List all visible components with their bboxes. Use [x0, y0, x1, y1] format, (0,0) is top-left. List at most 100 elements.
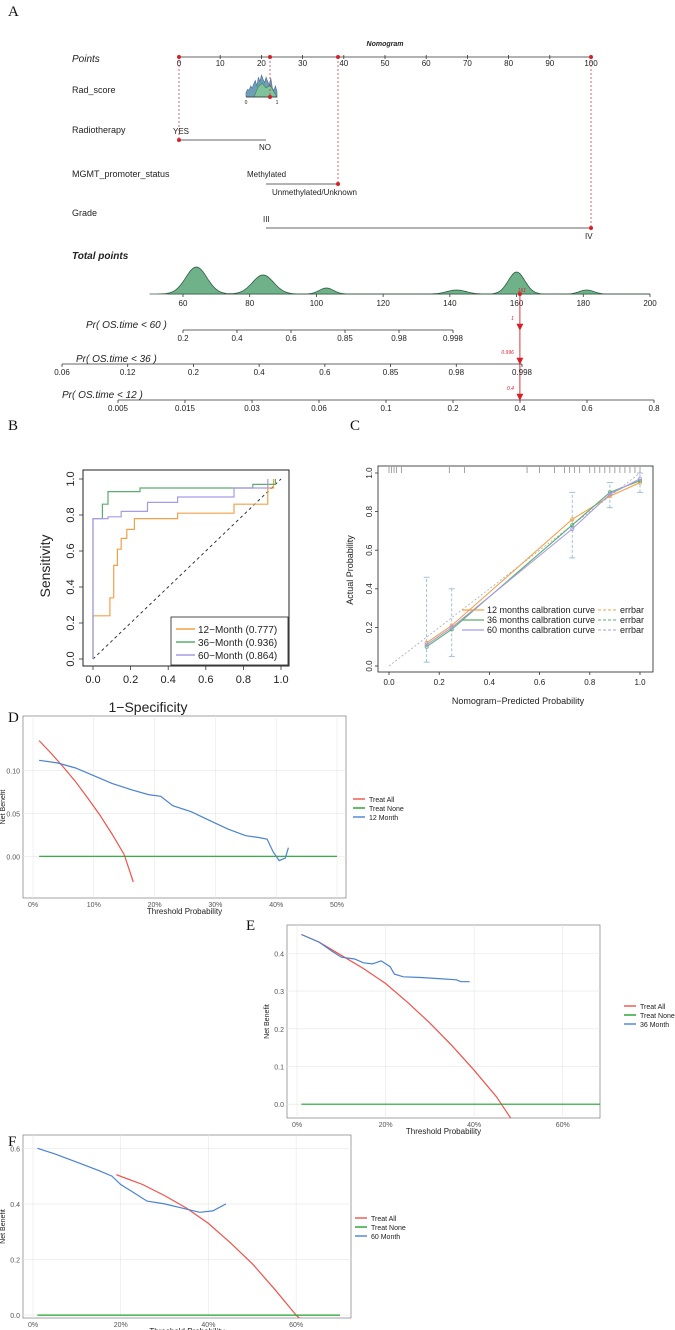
prob-tick-label: 0.85 [383, 368, 399, 377]
panel-label-b: B [8, 418, 19, 434]
calibration-legend-label: 12 months calbration curve [487, 605, 595, 615]
roc-x-tick-label: 1.0 [273, 674, 288, 686]
dca-curve [38, 740, 134, 883]
calibration-y-tick-label: 1.0 [365, 467, 374, 479]
grade-level-iv: IV [585, 232, 593, 241]
total-tick-label: 80 [245, 299, 254, 308]
projection-dot [589, 55, 593, 59]
dca-legend-label: Treat None [369, 806, 404, 813]
total-points-density [149, 266, 650, 295]
rad-score-density [253, 82, 278, 98]
prob-tick-label: 0.2 [188, 368, 200, 377]
rad-score-tick-1: 1 [276, 100, 279, 106]
prob-tick-label: 0.2 [447, 404, 459, 413]
calibration-curve [426, 480, 641, 648]
mgmt-level-methylated: Methylated [247, 170, 286, 179]
total-marker-value: 161 [518, 288, 527, 294]
calibration-x-tick-label: 0.2 [434, 678, 446, 687]
total-tick-label: 180 [577, 299, 591, 308]
roc-y-tick-label: 0.6 [65, 543, 77, 558]
roc-y-tick-label: 0.0 [65, 651, 77, 666]
prob-tick-label: 0.1 [380, 404, 392, 413]
points-tick-label: 40 [339, 59, 348, 68]
panel-label-a: A [8, 4, 19, 20]
calibration-legend-label: 60 months calbration curve [487, 625, 595, 635]
dca-y-tick-label: 0.0 [10, 1313, 20, 1320]
dca-y-label: Net Benefit [0, 790, 7, 825]
prob-marker-value: 0.4 [507, 386, 514, 392]
dca-frame [22, 1134, 352, 1319]
dca-x-tick-label: 40% [467, 1122, 481, 1129]
radiotherapy-level-no: NO [259, 143, 271, 152]
calibration-ideal-line [388, 472, 641, 667]
points-tick-label: 30 [298, 59, 307, 68]
total-tick-label: 60 [179, 299, 188, 308]
prob-marker-value: 1 [511, 316, 514, 322]
roc-x-tick-label: 0.8 [236, 674, 251, 686]
dca-x-tick-label: 40% [269, 902, 283, 909]
row-label: Rad_score [72, 85, 116, 95]
prob-tick-label: 0.2 [177, 334, 189, 343]
dca-x-label: Threshold Probability [149, 1327, 224, 1330]
dca-curve [116, 1174, 301, 1318]
roc-curve [92, 479, 275, 659]
panel-label-d: D [8, 710, 19, 726]
prob-tick-label: 0.98 [448, 368, 464, 377]
dca-y-tick-label: 0.2 [274, 1027, 284, 1034]
calibration-x-tick-label: 1.0 [634, 678, 646, 687]
total-points-label: Total points [72, 251, 129, 262]
prob-marker-arrow [516, 357, 524, 365]
dca-frame [22, 715, 347, 899]
calibration-point [570, 517, 575, 522]
calibration-frame [377, 465, 654, 673]
total-tick-label: 100 [310, 299, 324, 308]
panel-label-e: E [246, 918, 256, 934]
projection-dot [268, 55, 272, 59]
points-tick-label: 90 [545, 59, 554, 68]
dca-x-label: Threshold Probability [406, 1127, 481, 1136]
dca-legend-label: Treat None [371, 1225, 406, 1232]
prob-tick-label: 0.8 [648, 404, 660, 413]
dca-y-tick-label: 0.2 [10, 1258, 20, 1265]
calibration-y-tick-label: 0.0 [365, 660, 374, 672]
dca-y-tick-label: 0.1 [274, 1064, 284, 1071]
prob-tick-label: 0.98 [391, 334, 407, 343]
dca-legend-label: 60 Month [371, 1234, 400, 1241]
calibration-point [424, 642, 429, 647]
prob-marker-arrow [516, 323, 524, 331]
projection-dot [177, 138, 181, 142]
prob-marker-value: 0.996 [501, 350, 514, 356]
prob-tick-label: 0.015 [175, 404, 196, 413]
points-axis-label: Points [72, 54, 100, 65]
rad-score-tick-0: 0 [245, 100, 248, 106]
prob-tick-label: 0.6 [285, 334, 297, 343]
roc-y-tick-label: 0.8 [65, 507, 77, 522]
prob-tick-label: 0.005 [108, 404, 129, 413]
calibration-curve [426, 482, 641, 644]
dca-x-label: Threshold Probability [147, 907, 222, 916]
prob-tick-label: 0.12 [120, 368, 136, 377]
calibration-legend-errbar-label: errbar [620, 605, 644, 615]
prob-axis-label: Pr( OS.time < 12 ) [62, 390, 143, 401]
panel-label-f: F [8, 1134, 17, 1150]
roc-x-tick-label: 0.6 [198, 674, 213, 686]
dca-y-tick-label: 0.3 [274, 989, 284, 996]
roc-y-tick-label: 1.0 [65, 471, 77, 486]
points-tick-label: 10 [216, 59, 225, 68]
dca-x-tick-label: 50% [330, 902, 344, 909]
total-tick-label: 160 [510, 299, 524, 308]
calibration-x-tick-label: 0.4 [484, 678, 496, 687]
prob-tick-label: 0.6 [319, 368, 331, 377]
roc-x-tick-label: 0.4 [161, 674, 176, 686]
grade-level-iii: III [263, 215, 270, 224]
roc-y-tick-label: 0.2 [65, 615, 77, 630]
prob-tick-label: 0.06 [54, 368, 70, 377]
dca-curve [301, 933, 512, 1118]
dca-y-tick-label: 0.10 [6, 769, 20, 776]
dca-y-label: Net Benefit [264, 1004, 271, 1039]
calibration-point [570, 523, 575, 528]
dca-x-tick-label: 0% [28, 902, 38, 909]
dca-frame [286, 924, 601, 1119]
roc-curve [92, 479, 269, 659]
